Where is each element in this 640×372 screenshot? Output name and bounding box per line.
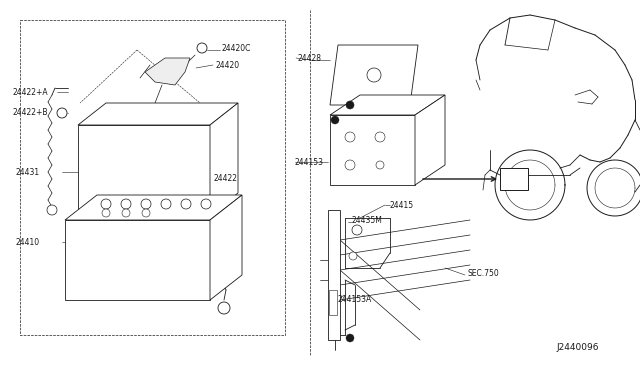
Circle shape xyxy=(367,68,381,82)
Circle shape xyxy=(218,302,230,314)
Circle shape xyxy=(121,199,131,209)
Text: 24428: 24428 xyxy=(298,54,322,62)
Bar xyxy=(500,168,528,190)
Polygon shape xyxy=(78,125,210,215)
Circle shape xyxy=(101,199,111,209)
Text: 24422: 24422 xyxy=(214,173,238,183)
Circle shape xyxy=(345,132,355,142)
Circle shape xyxy=(57,108,67,118)
Text: 24415: 24415 xyxy=(390,201,414,209)
Text: 244153: 244153 xyxy=(295,157,324,167)
Text: 24420: 24420 xyxy=(215,61,239,70)
Circle shape xyxy=(376,161,384,169)
Polygon shape xyxy=(210,195,242,300)
Polygon shape xyxy=(415,95,445,185)
Polygon shape xyxy=(328,210,340,340)
Text: 24410: 24410 xyxy=(15,237,39,247)
Circle shape xyxy=(375,132,385,142)
Circle shape xyxy=(181,199,191,209)
Circle shape xyxy=(349,252,357,260)
Circle shape xyxy=(197,43,207,53)
Text: SEC.750: SEC.750 xyxy=(468,269,500,278)
Polygon shape xyxy=(65,220,210,300)
Circle shape xyxy=(346,101,354,109)
Polygon shape xyxy=(210,103,238,215)
Text: 24435M: 24435M xyxy=(352,215,383,224)
Circle shape xyxy=(345,160,355,170)
Text: 24422+A: 24422+A xyxy=(12,87,47,96)
Text: 24431: 24431 xyxy=(15,167,39,176)
Circle shape xyxy=(122,209,130,217)
Polygon shape xyxy=(330,95,445,115)
Polygon shape xyxy=(329,290,337,315)
Polygon shape xyxy=(145,58,190,85)
Circle shape xyxy=(331,116,339,124)
Circle shape xyxy=(201,199,211,209)
Circle shape xyxy=(141,199,151,209)
Text: 24420C: 24420C xyxy=(222,44,252,52)
Polygon shape xyxy=(65,195,242,220)
Circle shape xyxy=(142,209,150,217)
Circle shape xyxy=(352,225,362,235)
Text: J2440096: J2440096 xyxy=(556,343,598,353)
Circle shape xyxy=(47,205,57,215)
Polygon shape xyxy=(78,103,238,125)
Text: 24422+B: 24422+B xyxy=(12,108,47,116)
Text: 244153A: 244153A xyxy=(338,295,372,305)
Polygon shape xyxy=(330,45,418,105)
Polygon shape xyxy=(330,115,415,185)
Circle shape xyxy=(346,334,354,342)
Circle shape xyxy=(102,209,110,217)
Circle shape xyxy=(161,199,171,209)
